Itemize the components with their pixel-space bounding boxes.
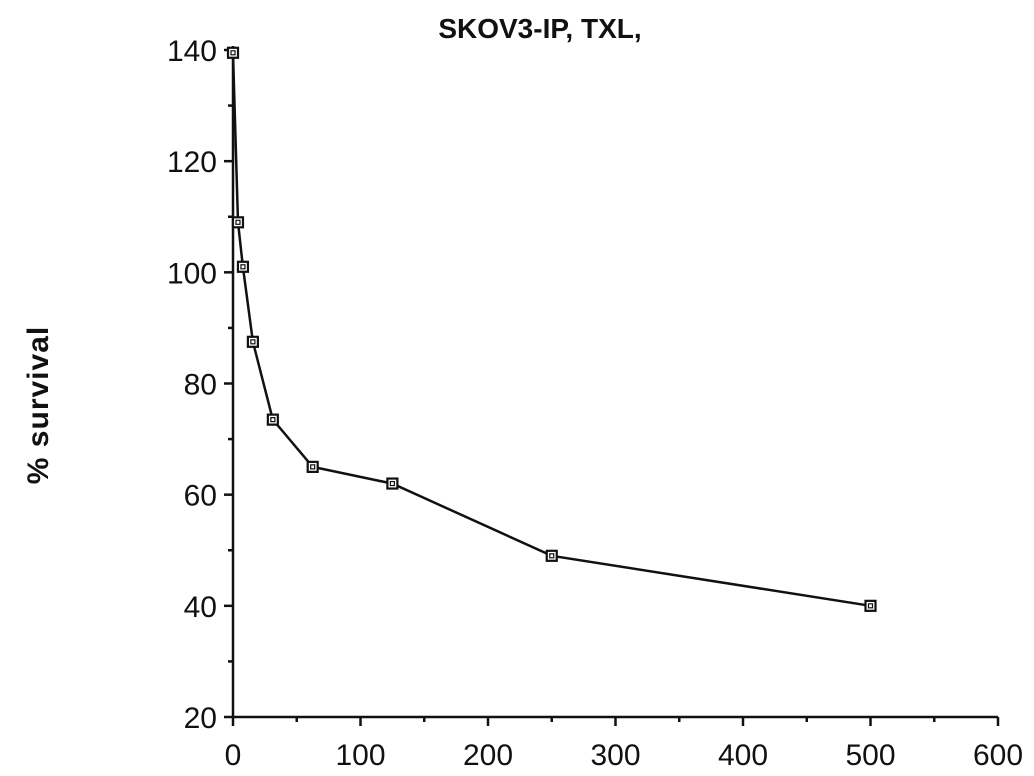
x-tick-label: 600 — [973, 739, 1023, 772]
data-point — [231, 216, 245, 229]
data-point — [864, 599, 877, 612]
data-series — [226, 46, 877, 612]
y-tick-label: 120 — [167, 146, 217, 179]
data-point — [306, 460, 319, 473]
x-tick-label: 0 — [225, 739, 242, 772]
y-tick-label: 60 — [184, 480, 217, 513]
data-point — [545, 549, 558, 562]
y-axis-ticks: 20 40 60 80 100 120 140 — [167, 35, 233, 735]
x-tick-label: 500 — [845, 739, 895, 772]
axes — [231, 46, 998, 719]
y-tick-label: 100 — [167, 257, 217, 290]
y-tick-label: 80 — [184, 369, 217, 402]
x-axis-ticks: 0 100 200 300 400 500 600 — [225, 717, 1023, 772]
y-tick-label: 140 — [167, 35, 217, 68]
chart-title: SKOV3-IP, TXL, — [438, 13, 641, 44]
data-point — [266, 413, 279, 426]
y-tick-label: 40 — [184, 591, 217, 624]
data-point — [386, 477, 399, 490]
x-tick-label: 400 — [718, 739, 768, 772]
data-point — [246, 335, 259, 348]
series-line — [231, 52, 871, 608]
x-tick-label: 200 — [463, 739, 513, 772]
data-point — [236, 260, 250, 273]
y-axis-label: % survival — [22, 326, 55, 484]
y-tick-label: 20 — [184, 702, 217, 735]
x-tick-label: 100 — [335, 739, 385, 772]
x-tick-label: 300 — [590, 739, 640, 772]
data-point — [226, 46, 240, 59]
